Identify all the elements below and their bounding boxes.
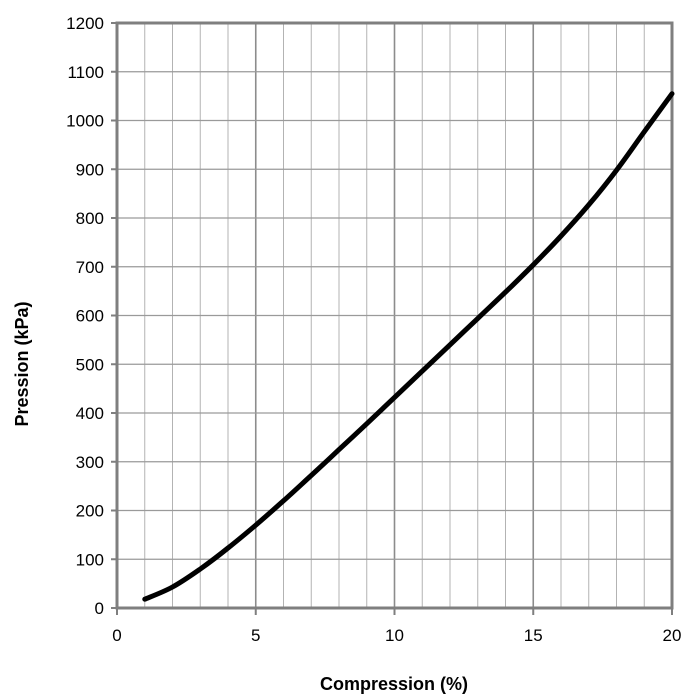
y-tick-label: 1000 [66, 112, 104, 131]
x-tick-labels: 0 5 10 15 20 [112, 626, 681, 645]
y-tick-label: 0 [95, 599, 104, 618]
x-tick-label: 20 [663, 626, 682, 645]
x-tick-label: 5 [251, 626, 260, 645]
y-tick-label: 100 [76, 550, 104, 569]
y-tick-label: 1200 [66, 14, 104, 33]
y-tick-label: 200 [76, 502, 104, 521]
y-axis-title: Pression (kPa) [12, 301, 32, 426]
series-layer [142, 91, 675, 602]
y-tick-label: 1100 [67, 63, 104, 82]
y-tick-label: 500 [76, 355, 104, 374]
series-line [142, 91, 675, 602]
y-tick-label: 800 [76, 209, 104, 228]
x-tick-label: 15 [524, 626, 543, 645]
x-tick-label: 10 [385, 626, 404, 645]
y-tick-label: 300 [76, 453, 104, 472]
grid [117, 23, 672, 608]
y-tick-label: 900 [76, 160, 104, 179]
y-tick-label: 400 [76, 404, 104, 423]
y-tick-label: 600 [76, 307, 104, 326]
y-tick-label: 700 [76, 258, 104, 277]
x-tick-label: 0 [112, 626, 121, 645]
axis-ticks [111, 22, 673, 615]
y-tick-labels: 0 100 200 300 400 500 600 700 800 900 1000 1100 1200 [66, 14, 104, 618]
x-axis-title: Compression (%) [320, 674, 468, 694]
